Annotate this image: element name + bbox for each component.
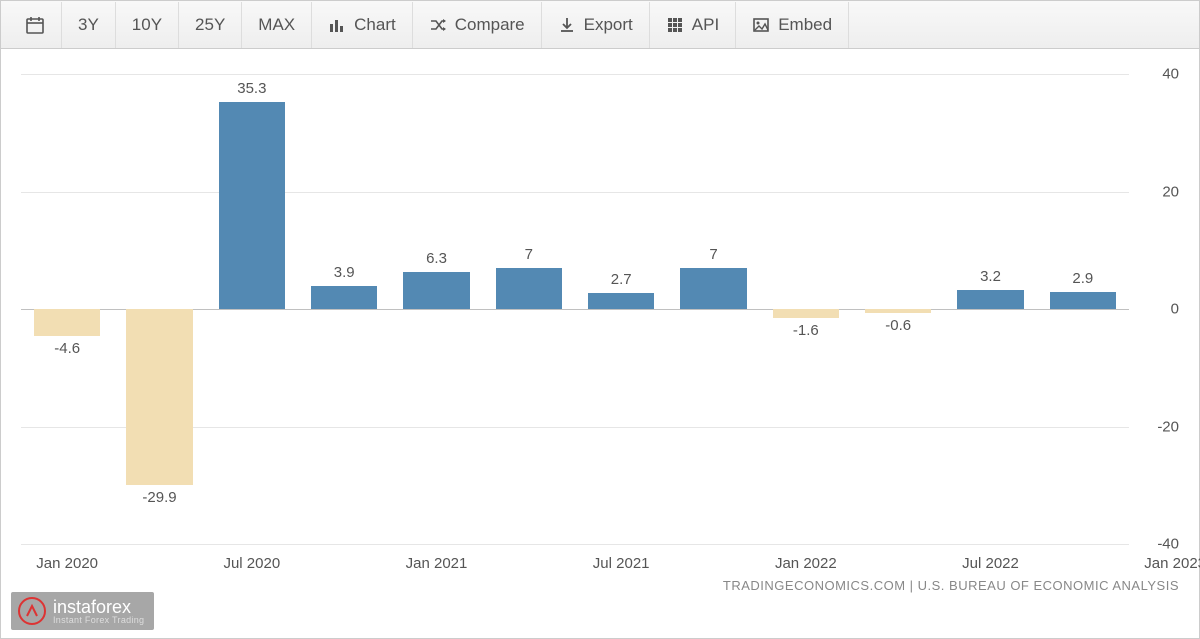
data-bar[interactable] (588, 293, 654, 309)
gridline (21, 74, 1129, 75)
range-label: 3Y (78, 15, 99, 35)
x-axis-tick: Jul 2022 (962, 555, 1019, 572)
gridline (21, 192, 1129, 193)
bar-value-label: 3.2 (980, 268, 1001, 285)
bar-value-label: 6.3 (426, 250, 447, 267)
data-bar[interactable] (957, 290, 1023, 309)
data-bar[interactable] (865, 309, 931, 313)
data-bar[interactable] (1050, 292, 1116, 309)
brand-watermark: instaforex Instant Forex Trading (11, 592, 154, 630)
x-axis-tick: Jan 2021 (406, 555, 468, 572)
source-attribution: TRADINGECONOMICS.COM | U.S. BUREAU OF EC… (723, 578, 1179, 593)
bar-value-label: 7 (709, 246, 717, 263)
download-icon (558, 16, 576, 34)
bar-value-label: -0.6 (885, 317, 911, 334)
range-3y[interactable]: 3Y (62, 2, 116, 48)
toolbar: 3Y 10Y 25Y MAX Chart Compare Export (1, 1, 1199, 49)
bar-value-label: 7 (525, 246, 533, 263)
calendar-icon (25, 15, 45, 35)
data-bar[interactable] (311, 286, 377, 309)
chart-container: 3Y 10Y 25Y MAX Chart Compare Export (0, 0, 1200, 639)
bar-value-label: 3.9 (334, 264, 355, 281)
x-axis-tick: Jul 2020 (223, 555, 280, 572)
gridline (21, 544, 1129, 545)
bar-value-label: -4.6 (54, 340, 80, 357)
data-bar[interactable] (773, 309, 839, 318)
bar-value-label: 2.7 (611, 271, 632, 288)
range-label: 25Y (195, 15, 225, 35)
compare-button[interactable]: Compare (413, 2, 542, 48)
shuffle-icon (429, 16, 447, 34)
y-axis-tick: 20 (1139, 183, 1179, 200)
y-axis-tick: 40 (1139, 66, 1179, 83)
data-bar[interactable] (219, 102, 285, 309)
bar-value-label: -29.9 (142, 489, 176, 506)
embed-label: Embed (778, 15, 832, 35)
embed-button[interactable]: Embed (736, 2, 849, 48)
grid-icon (666, 16, 684, 34)
chart-button[interactable]: Chart (312, 2, 413, 48)
range-25y[interactable]: 25Y (179, 2, 242, 48)
compare-label: Compare (455, 15, 525, 35)
data-bar[interactable] (403, 272, 469, 309)
chart-label: Chart (354, 15, 396, 35)
api-button[interactable]: API (650, 2, 736, 48)
bar-value-label: 35.3 (237, 80, 266, 97)
x-axis-tick: Jan 2023 (1144, 555, 1200, 572)
x-axis-tick: Jan 2020 (36, 555, 98, 572)
y-axis-tick: -40 (1139, 536, 1179, 553)
chart-area: -40 -20 0 20 40 -4.6 -29.9 35.3 3.9 6.3 7 2.7 7 -1.6 -… (1, 49, 1199, 599)
x-axis-tick: Jul 2021 (593, 555, 650, 572)
range-max[interactable]: MAX (242, 2, 312, 48)
api-label: API (692, 15, 719, 35)
bar-chart-icon (328, 16, 346, 34)
data-bar[interactable] (680, 268, 746, 309)
bar-value-label: -1.6 (793, 322, 819, 339)
plot-region: -40-2002040-4.6-29.935.33.96.372.77-1.6-… (21, 74, 1129, 544)
bar-value-label: 2.9 (1072, 270, 1093, 287)
data-bar[interactable] (126, 309, 192, 485)
range-10y[interactable]: 10Y (116, 2, 179, 48)
y-axis-tick: 0 (1139, 301, 1179, 318)
calendar-button[interactable] (9, 2, 62, 48)
brand-tagline: Instant Forex Trading (53, 616, 144, 625)
data-bar[interactable] (496, 268, 562, 309)
export-button[interactable]: Export (542, 2, 650, 48)
brand-name: instaforex (53, 598, 144, 616)
export-label: Export (584, 15, 633, 35)
instaforex-logo-icon (17, 596, 47, 626)
range-label: MAX (258, 15, 295, 35)
image-icon (752, 16, 770, 34)
y-axis-tick: -20 (1139, 418, 1179, 435)
x-axis-tick: Jan 2022 (775, 555, 837, 572)
range-label: 10Y (132, 15, 162, 35)
data-bar[interactable] (34, 309, 100, 336)
